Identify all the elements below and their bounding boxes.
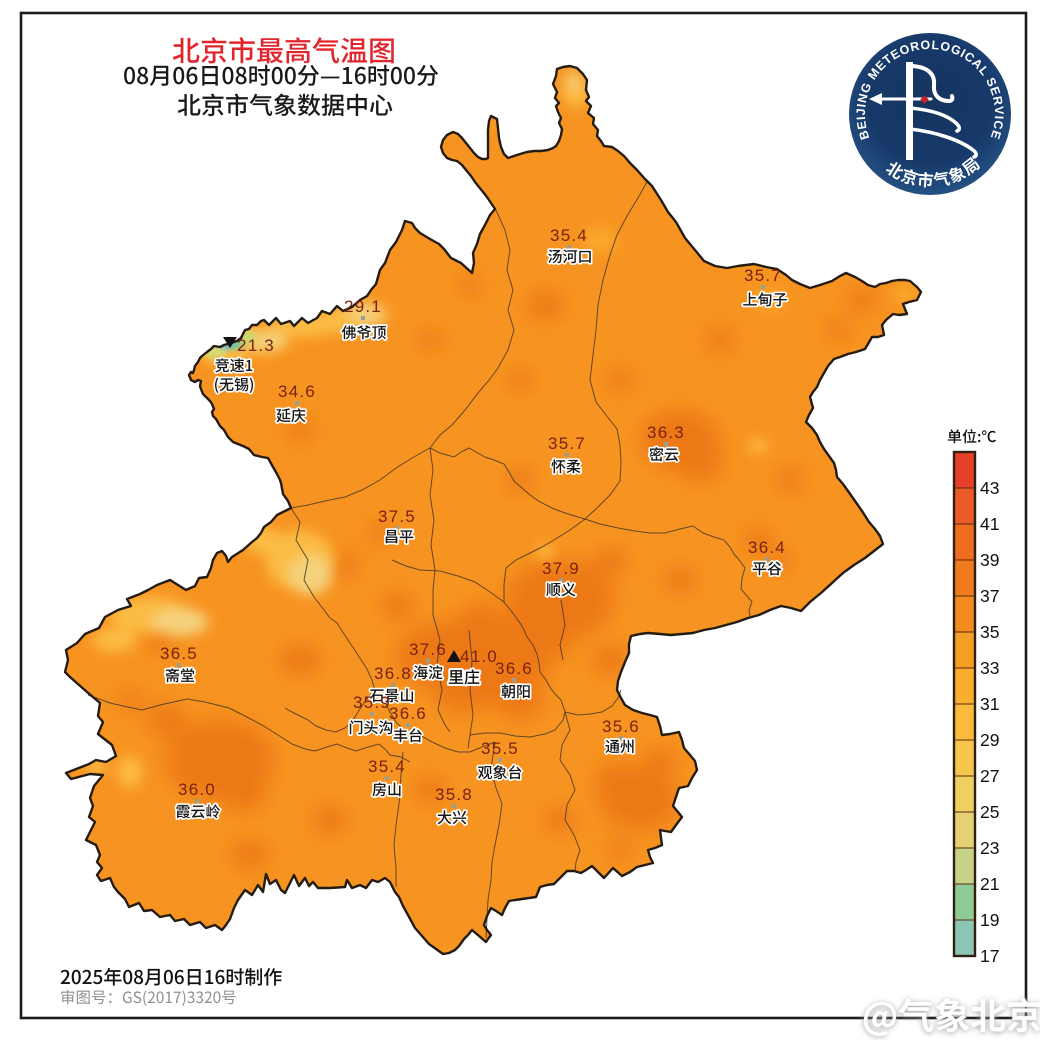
svg-text:36.5: 36.5 (160, 644, 198, 663)
svg-text:29: 29 (980, 730, 999, 750)
svg-text:36.6: 36.6 (495, 659, 533, 678)
svg-text:37.9: 37.9 (542, 559, 580, 578)
svg-text:37: 37 (980, 586, 999, 606)
svg-text:35.4: 35.4 (550, 226, 588, 245)
svg-text:36.4: 36.4 (748, 538, 786, 557)
svg-text:35.7: 35.7 (548, 434, 586, 453)
svg-text:39: 39 (980, 550, 999, 570)
svg-text:36.8: 36.8 (374, 664, 412, 683)
svg-text:43: 43 (980, 478, 999, 498)
svg-text:35.6: 35.6 (602, 717, 640, 736)
svg-text:35.8: 35.8 (435, 785, 473, 804)
svg-text:23: 23 (980, 838, 999, 858)
svg-text:36.0: 36.0 (178, 780, 216, 799)
svg-text:35: 35 (980, 622, 999, 642)
svg-text:35.4: 35.4 (368, 757, 406, 776)
svg-text:31: 31 (980, 694, 999, 714)
svg-text:27: 27 (980, 766, 999, 786)
svg-text:19: 19 (980, 910, 999, 930)
svg-text:36.6: 36.6 (389, 704, 427, 723)
svg-text:37.6: 37.6 (409, 640, 447, 659)
svg-text:37.5: 37.5 (378, 507, 416, 526)
svg-text:35.9: 35.9 (353, 693, 391, 712)
svg-text:35.5: 35.5 (481, 739, 519, 758)
svg-text:34.6: 34.6 (278, 382, 316, 401)
svg-text:21: 21 (980, 874, 999, 894)
svg-text:41.0: 41.0 (460, 647, 498, 666)
svg-text:41: 41 (980, 514, 999, 534)
svg-text:21.3: 21.3 (237, 336, 275, 355)
svg-text:29.1: 29.1 (344, 297, 382, 316)
svg-text:35.7: 35.7 (744, 266, 782, 285)
svg-text:33: 33 (980, 658, 999, 678)
svg-text:25: 25 (980, 802, 999, 822)
svg-text:17: 17 (980, 946, 999, 966)
svg-text:36.3: 36.3 (647, 423, 685, 442)
